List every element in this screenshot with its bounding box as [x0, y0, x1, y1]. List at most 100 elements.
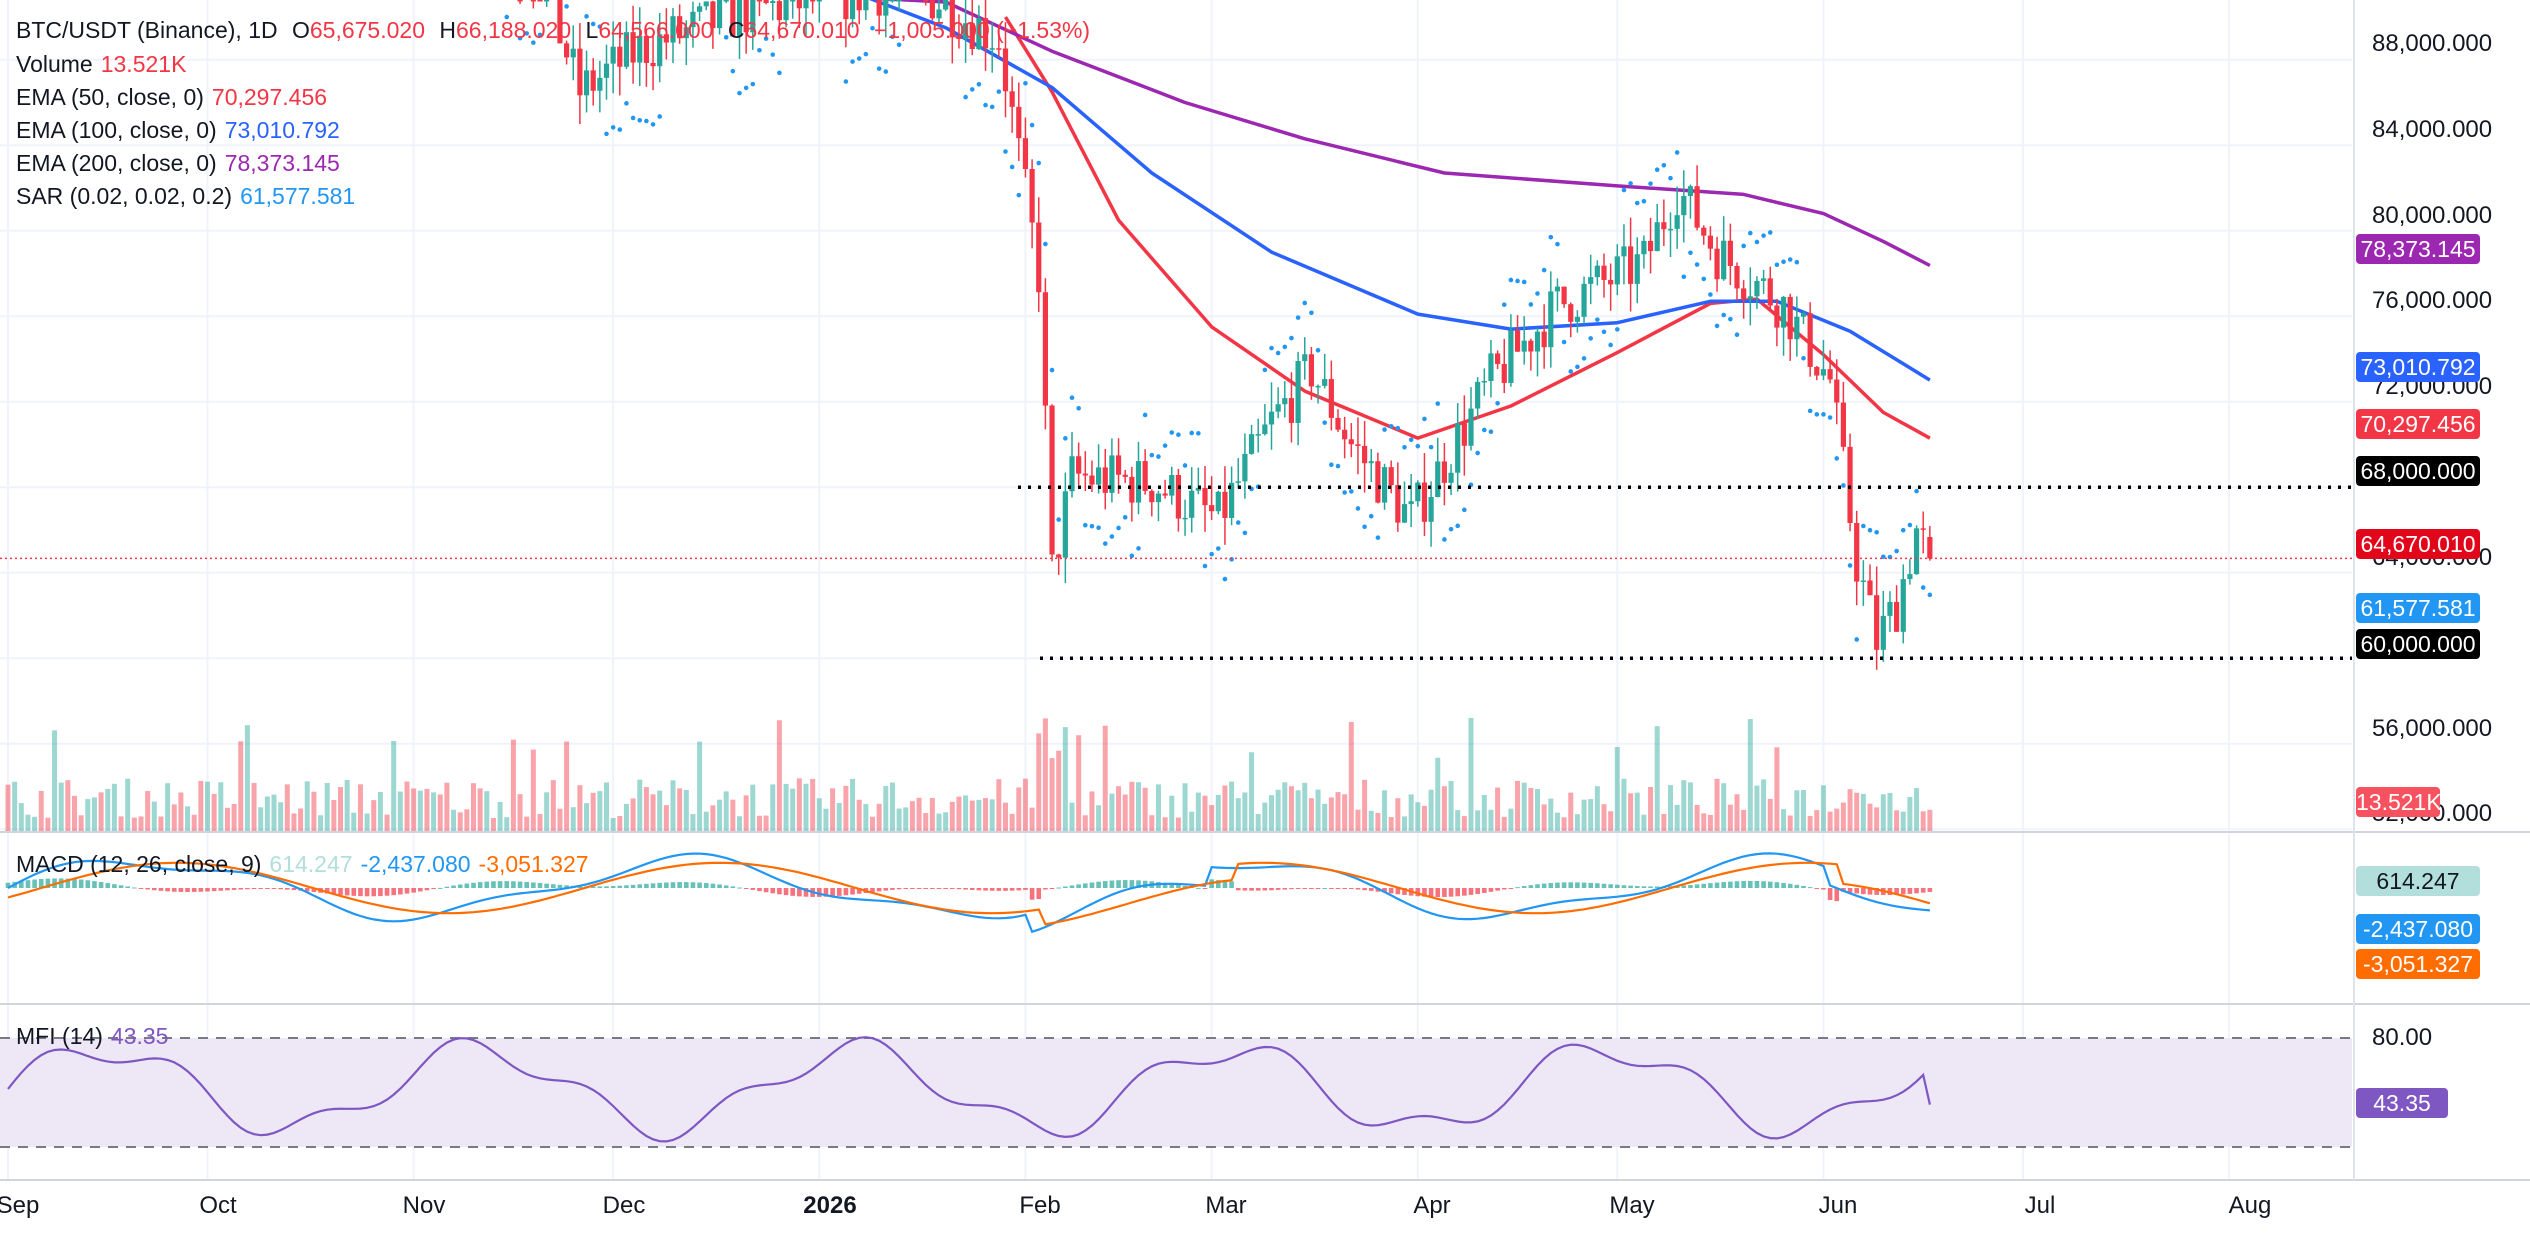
candle-body	[743, 0, 749, 33]
volume-bar	[1621, 778, 1627, 832]
legend-ema50[interactable]: EMA (50, close, 0) 70,297.456	[16, 81, 335, 114]
volume-bar	[683, 789, 689, 832]
candle-body	[690, 11, 696, 28]
macd-hist-bar	[743, 888, 749, 889]
indicator-bands	[0, 1037, 2352, 1148]
macd-label: MACD (12, 26, close, 9)	[16, 851, 262, 877]
sar-dot	[1222, 576, 1228, 582]
volume-bar	[550, 780, 556, 832]
candle-body	[1761, 278, 1767, 281]
candle-body	[816, 0, 822, 2]
volume-bar	[411, 788, 417, 832]
candle-body	[1854, 523, 1860, 582]
macd-hist-bar	[1615, 884, 1620, 888]
volume-bar	[311, 791, 317, 832]
volume-bar	[1242, 792, 1248, 832]
volume-bar	[258, 807, 264, 832]
macd-hist-bar	[231, 888, 237, 890]
ohlc-readout: O65,675.020 H66,188.020 L64,566.000 C64,…	[291, 17, 1091, 43]
volume-bar	[830, 788, 836, 832]
macd-signal-badge: -3,051.327	[2356, 949, 2480, 979]
candle-body	[570, 48, 576, 58]
candle-body	[863, 0, 869, 11]
volume-bar	[1634, 792, 1640, 832]
volume-bar	[810, 778, 816, 832]
volume-bar	[490, 817, 496, 832]
volume-bar	[1149, 815, 1155, 832]
macd-hist-bar	[783, 888, 789, 896]
sar-dot	[531, 40, 536, 45]
candle-body	[763, 0, 769, 4]
sar-dot	[1315, 347, 1321, 353]
candle-body	[1601, 265, 1607, 280]
volume-bar	[1375, 812, 1381, 832]
volume-bar	[756, 815, 762, 832]
macd-hist-bar	[551, 884, 556, 888]
candle-body	[544, 0, 550, 2]
sar-dot	[1708, 292, 1713, 297]
legend-volume[interactable]: Volume 13.521K	[16, 48, 194, 81]
volume-bar	[111, 783, 117, 832]
candle-body	[1521, 340, 1527, 352]
candle-body	[1787, 296, 1793, 340]
volume-bar	[1701, 813, 1707, 832]
ema-line	[1004, 16, 1931, 440]
candle-body	[896, 0, 902, 2]
macd-hist-bar	[1109, 880, 1115, 888]
volume-bar	[1342, 794, 1348, 832]
legend-ema200[interactable]: EMA (200, close, 0) 78,373.145	[16, 147, 348, 180]
candle-body	[1056, 554, 1062, 558]
sar-dot	[1023, 80, 1028, 86]
volume-bar	[497, 801, 503, 832]
volume-bar	[1089, 791, 1095, 832]
volume-bar	[324, 783, 330, 832]
candle-body	[1754, 280, 1760, 297]
macd-hist-bar	[1083, 883, 1088, 888]
volume-bar	[231, 803, 237, 832]
legend-macd[interactable]: MACD (12, 26, close, 9) 614.247 -2,437.080…	[16, 848, 597, 881]
macd-hist-bar	[45, 878, 51, 888]
candle-body	[1335, 417, 1341, 430]
sar-dot	[524, 31, 529, 36]
candle-body	[697, 6, 703, 12]
macd-hist-bar	[531, 882, 536, 888]
volume-bar	[1661, 813, 1667, 832]
volume-bar	[25, 814, 31, 832]
candle-body	[677, 16, 683, 39]
macd-hist-bar	[850, 888, 855, 895]
legend-ema100[interactable]: EMA (100, close, 0) 73,010.792	[16, 114, 348, 147]
sar-dot	[1927, 592, 1933, 598]
candle-body	[1674, 215, 1680, 229]
candle-body	[1401, 504, 1408, 523]
macd-hist-bar	[1501, 888, 1507, 890]
macd-hist-bar	[1634, 886, 1640, 888]
candle-body	[1002, 48, 1009, 92]
macd-hist-bar	[1900, 888, 1906, 895]
volume-bar	[1182, 783, 1188, 832]
volume-bar	[85, 799, 91, 832]
macd-hist-bar	[1894, 888, 1899, 895]
price-tick: 56,000.000	[2372, 715, 2493, 742]
candle-body	[1475, 381, 1481, 409]
legend-sar[interactable]: SAR (0.02, 0.02, 0.2) 61,577.581	[16, 180, 363, 213]
sar-dot	[584, 14, 589, 19]
candle-body	[1408, 501, 1414, 505]
candle-body	[1089, 475, 1095, 485]
legend-mfi[interactable]: MFI (14) 43.35	[16, 1020, 176, 1053]
sar-dot	[1748, 230, 1753, 236]
sar-dot	[1894, 548, 1899, 554]
price-tick: 76,000.000	[2372, 287, 2493, 314]
volume-badge: 13.521K	[2356, 787, 2442, 817]
macd-hist-bar	[1202, 888, 1208, 889]
volume-bar	[1628, 793, 1634, 832]
macd-hist-bar	[1907, 888, 1913, 894]
volume-bar	[1222, 785, 1228, 832]
candle-body	[1381, 467, 1388, 503]
macd-hist-bar	[1196, 887, 1201, 889]
volume-bar	[610, 817, 616, 832]
candle-body	[703, 1, 709, 7]
volume-bar	[750, 784, 756, 832]
volume-bar	[776, 720, 782, 832]
macd-hist-bar	[491, 881, 496, 888]
